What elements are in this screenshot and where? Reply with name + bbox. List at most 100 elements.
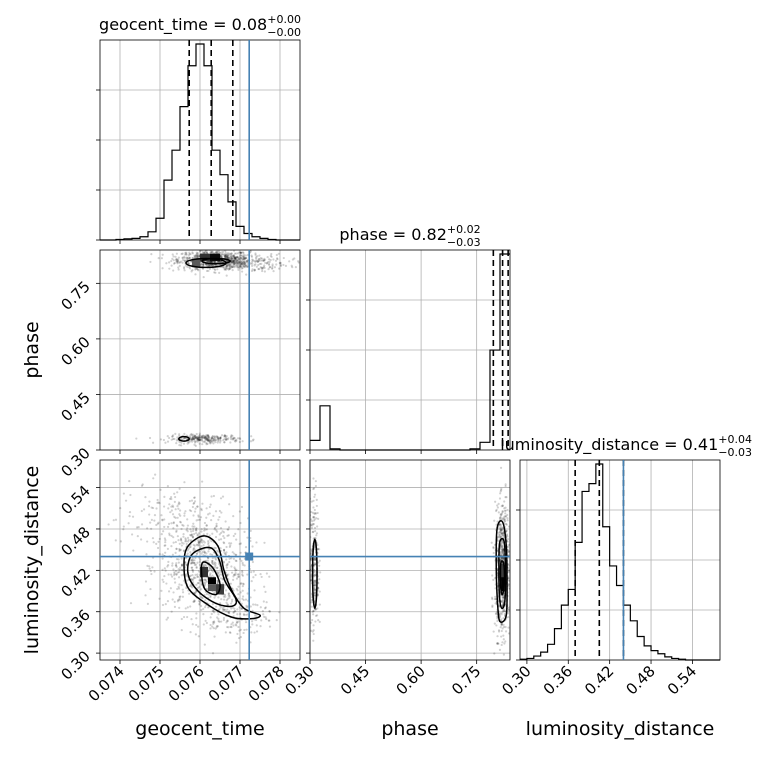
sample-point: [212, 494, 216, 498]
sample-point: [160, 533, 163, 536]
sample-point: [500, 635, 503, 638]
sample-point: [122, 525, 125, 528]
sample-point: [234, 256, 237, 259]
sample-point: [229, 582, 232, 585]
sample-point: [234, 256, 237, 259]
sample-point: [191, 578, 194, 582]
sample-point: [503, 609, 506, 612]
sample-point: [211, 609, 214, 612]
sample-point: [232, 514, 235, 518]
sample-point: [250, 269, 254, 273]
sample-point: [150, 572, 153, 576]
sample-point: [239, 256, 243, 260]
sample-point: [233, 255, 236, 259]
sample-point: [270, 252, 273, 256]
sample-point: [198, 436, 202, 439]
sample-point: [217, 571, 220, 574]
sample-point: [500, 526, 503, 529]
sample-point: [210, 261, 213, 264]
sample-point: [196, 586, 199, 590]
sample-point: [270, 255, 273, 258]
sample-point: [269, 258, 272, 262]
sample-point: [210, 437, 214, 440]
sample-point: [217, 437, 220, 441]
sample-point: [186, 442, 189, 445]
sample-point: [179, 514, 182, 517]
sample-point: [246, 259, 249, 262]
sample-point: [127, 522, 130, 525]
sample-point: [189, 545, 192, 548]
sample-point: [311, 524, 314, 527]
sample-point: [197, 255, 200, 258]
sample-point: [208, 534, 211, 537]
sample-point: [206, 588, 209, 591]
sample-point: [191, 435, 194, 438]
sample-point: [203, 436, 206, 439]
sample-point: [144, 496, 147, 499]
sample-point: [501, 553, 505, 557]
sample-point: [264, 590, 267, 593]
sample-point: [241, 266, 244, 270]
sample-point: [219, 439, 222, 442]
sample-point: [245, 260, 249, 263]
sample-point: [199, 540, 202, 543]
sample-point: [502, 549, 505, 553]
sample-point: [213, 435, 216, 438]
sample-point: [167, 590, 171, 593]
sample-point: [172, 591, 175, 594]
sample-point: [316, 525, 319, 528]
x-tick-label-luminosity_distance: 0.36: [540, 662, 576, 698]
sample-point: [201, 267, 205, 270]
sample-point: [171, 435, 174, 438]
sample-point: [172, 434, 175, 437]
sample-point: [199, 541, 202, 544]
sample-point: [504, 515, 507, 518]
sample-point: [235, 262, 238, 265]
sample-point: [500, 544, 503, 547]
sample-point: [228, 557, 231, 560]
sample-point: [228, 631, 232, 634]
sample-point: [209, 627, 212, 630]
sample-point: [313, 581, 316, 584]
sample-point: [214, 557, 217, 560]
sample-point: [226, 604, 230, 607]
sample-point: [213, 435, 217, 438]
sample-point: [171, 253, 174, 256]
sample-point: [227, 264, 230, 267]
sample-point: [150, 518, 153, 521]
sample-point: [200, 539, 203, 542]
sample-point: [501, 557, 504, 560]
sample-point: [185, 437, 188, 440]
sample-point: [313, 526, 317, 530]
sample-point: [203, 251, 206, 254]
sample-point: [226, 255, 230, 258]
sample-point: [269, 265, 272, 269]
sample-point: [253, 614, 257, 617]
sample-point: [185, 542, 188, 546]
sample-point: [236, 262, 240, 265]
sample-point: [208, 567, 211, 571]
sample-point: [164, 538, 167, 542]
x-tick-label-luminosity_distance: 0.48: [623, 662, 659, 698]
sample-point: [224, 595, 227, 598]
sample-point: [173, 577, 176, 580]
sample-point: [195, 531, 198, 535]
sample-point: [501, 627, 504, 630]
sample-point: [177, 576, 181, 579]
sample-point: [223, 536, 226, 540]
sample-point: [504, 630, 508, 633]
sample-point: [196, 254, 200, 257]
sample-point: [219, 606, 222, 609]
sample-point: [173, 573, 176, 577]
sample-point: [233, 610, 236, 613]
sample-point: [310, 579, 312, 582]
sample-point: [229, 253, 233, 256]
sample-point: [179, 595, 182, 598]
sample-point: [507, 626, 510, 629]
sample-point: [312, 629, 315, 632]
sample-point: [200, 507, 203, 510]
sample-point: [251, 259, 255, 262]
sample-point: [233, 265, 236, 268]
sample-point: [230, 261, 234, 264]
